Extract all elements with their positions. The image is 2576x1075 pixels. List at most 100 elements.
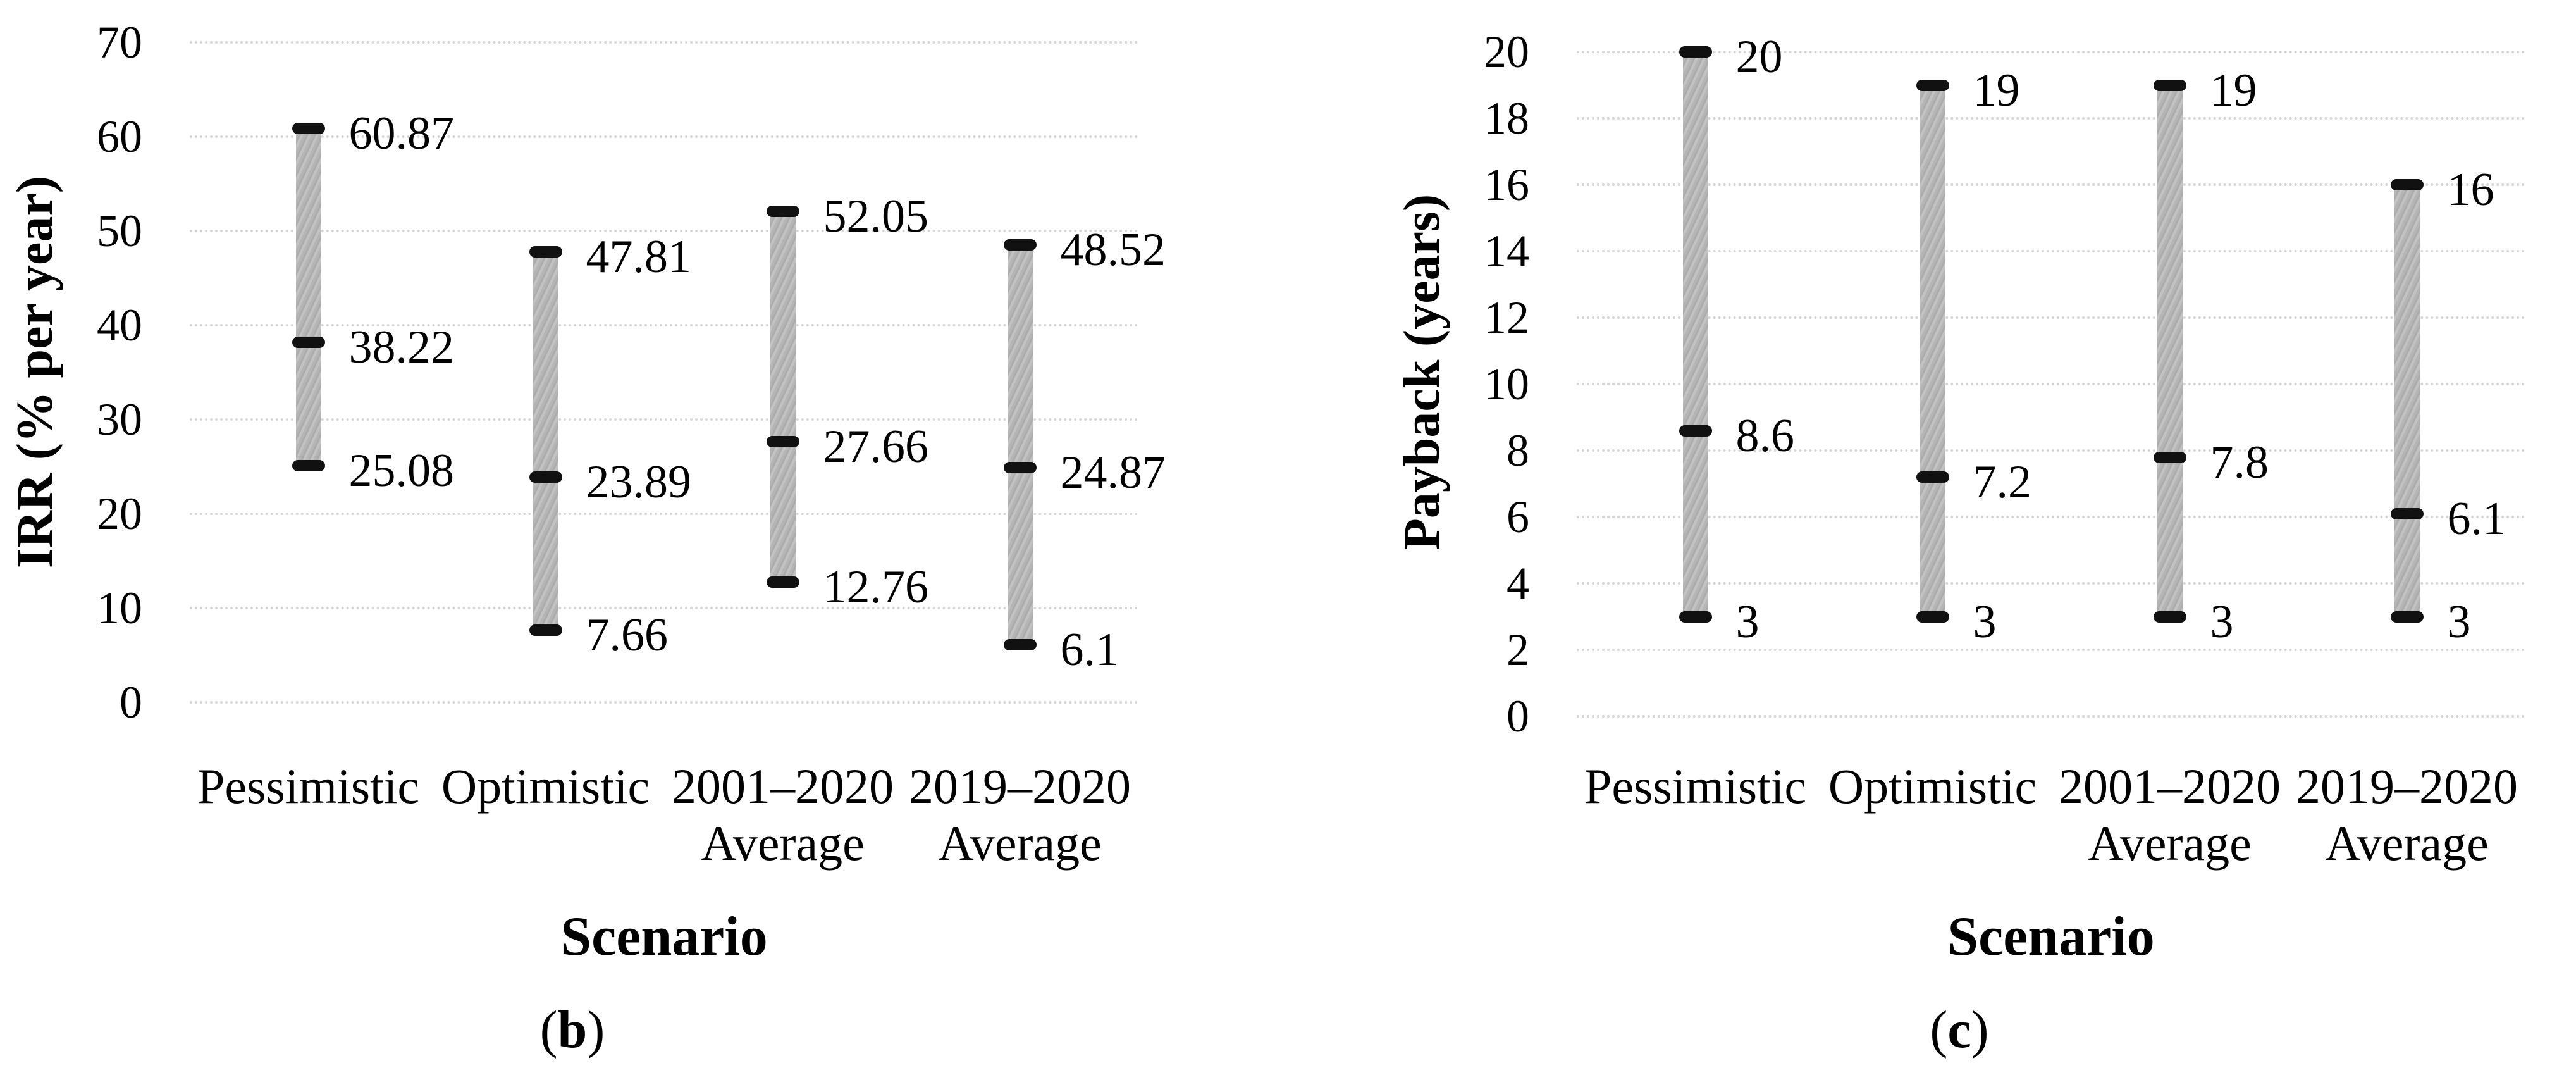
gridline bbox=[1577, 250, 2525, 252]
marker-high bbox=[529, 245, 562, 258]
y-tick-label: 4 bbox=[1507, 558, 1529, 609]
caption-b-letter: b bbox=[557, 1000, 588, 1059]
marker-low bbox=[766, 576, 799, 588]
caption-c-open-paren: ( bbox=[1930, 1000, 1948, 1059]
caption-c-letter: c bbox=[1947, 1000, 1971, 1059]
y-tick-label: 30 bbox=[97, 394, 142, 445]
value-label: 3 bbox=[2210, 595, 2234, 648]
gridline bbox=[1577, 316, 2525, 319]
marker-low bbox=[1679, 611, 1712, 623]
value-label: 60.87 bbox=[348, 108, 455, 160]
category-label: Optimistic bbox=[441, 759, 650, 814]
y-tick-label: 20 bbox=[1484, 27, 1529, 77]
gridline bbox=[1577, 582, 2525, 585]
marker-low bbox=[2153, 611, 2186, 623]
gridline bbox=[190, 230, 1138, 232]
range-bar bbox=[533, 251, 558, 630]
y-tick-label: 20 bbox=[97, 488, 142, 539]
marker-average bbox=[1679, 425, 1712, 437]
category-label: Pessimistic bbox=[197, 759, 420, 814]
marker-low bbox=[529, 624, 562, 636]
range-bar bbox=[770, 211, 796, 582]
marker-high bbox=[292, 123, 325, 135]
gridline bbox=[190, 135, 1138, 138]
value-label: 20 bbox=[1735, 31, 1783, 83]
marker-high bbox=[2153, 79, 2186, 91]
y-tick-label: 50 bbox=[97, 206, 142, 256]
value-label: 7.2 bbox=[1973, 456, 2032, 508]
y-tick-label: 12 bbox=[1484, 292, 1529, 343]
value-label: 24.87 bbox=[1060, 447, 1166, 499]
gridline bbox=[190, 324, 1138, 326]
value-label: 47.81 bbox=[586, 230, 692, 283]
value-label: 23.89 bbox=[586, 456, 692, 509]
value-label: 3 bbox=[1735, 595, 1759, 648]
x-axis-title-scenario-b: Scenario bbox=[560, 906, 768, 967]
gridline bbox=[1577, 649, 2525, 651]
marker-average bbox=[2153, 451, 2186, 463]
marker-low bbox=[292, 460, 325, 472]
y-tick-label: 10 bbox=[97, 583, 142, 633]
value-label: 7.8 bbox=[2210, 436, 2269, 488]
gridline bbox=[1577, 449, 2525, 452]
gridline bbox=[190, 701, 1138, 704]
value-label: 3 bbox=[1973, 595, 1997, 648]
gridline bbox=[1577, 117, 2525, 120]
marker-average bbox=[1916, 471, 1949, 483]
gridline bbox=[190, 418, 1138, 421]
value-label: 8.6 bbox=[1735, 409, 1795, 462]
gridline bbox=[190, 513, 1138, 515]
y-tick-label: 18 bbox=[1484, 93, 1529, 144]
value-label: 27.66 bbox=[823, 420, 929, 473]
value-label: 7.66 bbox=[586, 609, 669, 661]
marker-low bbox=[1916, 611, 1949, 623]
category-label: 2001–2020 bbox=[2059, 759, 2281, 814]
y-tick-label: 0 bbox=[120, 677, 142, 728]
gridline bbox=[1577, 183, 2525, 186]
gridline bbox=[190, 41, 1138, 44]
value-label: 19 bbox=[2210, 64, 2257, 116]
y-tick-label: 10 bbox=[1484, 359, 1529, 409]
marker-high bbox=[1916, 79, 1949, 91]
value-label: 48.52 bbox=[1060, 224, 1166, 277]
range-bar bbox=[2394, 185, 2420, 617]
gridline bbox=[1577, 516, 2525, 518]
y-tick-label: 2 bbox=[1507, 624, 1529, 675]
y-tick-label: 60 bbox=[97, 111, 142, 162]
value-label: 6.1 bbox=[1060, 624, 1119, 676]
value-label: 25.08 bbox=[348, 445, 455, 497]
caption-b: (b) bbox=[414, 1002, 730, 1059]
category-label: 2019–2020 bbox=[2296, 759, 2518, 814]
category-label: Average bbox=[938, 816, 1102, 871]
caption-c-close-paren: ) bbox=[1971, 1000, 1989, 1059]
y-tick-label: 8 bbox=[1507, 425, 1529, 476]
value-label: 19 bbox=[1973, 64, 2020, 116]
marker-low bbox=[1003, 639, 1037, 651]
range-bar bbox=[1682, 52, 1708, 617]
y-tick-label: 6 bbox=[1507, 492, 1529, 542]
gridline bbox=[1577, 383, 2525, 385]
category-label: Average bbox=[701, 816, 865, 871]
y-tick-label: 0 bbox=[1507, 691, 1529, 742]
x-axis-title-scenario-c: Scenario bbox=[1947, 906, 2155, 967]
marker-high bbox=[766, 206, 799, 218]
category-label: Pessimistic bbox=[1584, 759, 1807, 814]
range-bar bbox=[1007, 245, 1033, 645]
y-tick-label: 14 bbox=[1484, 226, 1529, 277]
value-label: 3 bbox=[2447, 595, 2471, 648]
range-bar bbox=[1920, 85, 1945, 617]
category-label: Average bbox=[2325, 816, 2489, 871]
gridline bbox=[1577, 51, 2525, 53]
caption-b-open-paren: ( bbox=[539, 1000, 558, 1059]
range-bar bbox=[295, 128, 321, 466]
gridline bbox=[190, 607, 1138, 609]
caption-b-close-paren: ) bbox=[587, 1000, 605, 1059]
y-tick-label: 16 bbox=[1484, 159, 1529, 210]
marker-average bbox=[2390, 507, 2424, 519]
marker-average bbox=[766, 435, 799, 447]
marker-high bbox=[1679, 46, 1712, 58]
